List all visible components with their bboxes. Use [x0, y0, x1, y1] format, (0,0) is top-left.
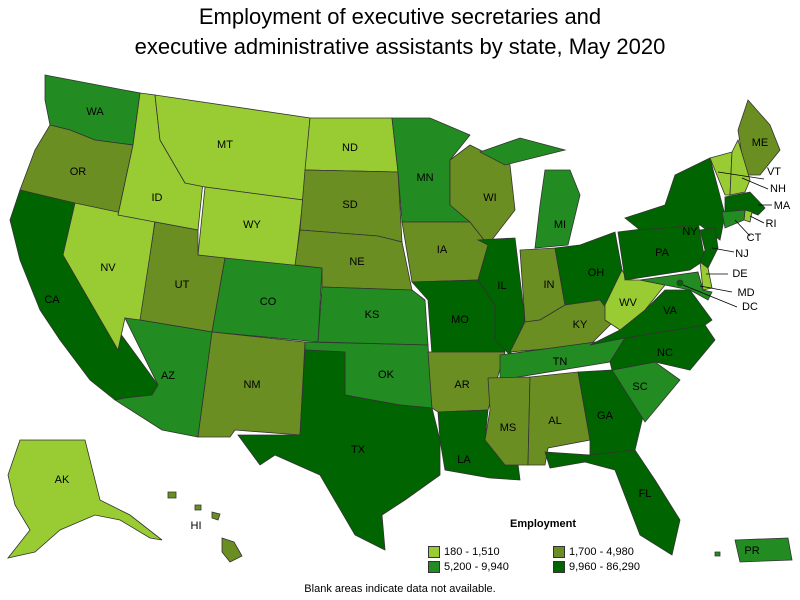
state-pr[interactable] — [714, 537, 793, 563]
title-line-2: executive administrative assistants by s… — [134, 34, 666, 59]
state-label-ia: IA — [437, 244, 448, 256]
state-label-in: IN — [544, 279, 555, 291]
state-label-ky: KY — [573, 319, 588, 331]
state-label-ks: KS — [365, 309, 380, 321]
state-label-ok: OK — [378, 369, 395, 381]
leader-md — [699, 285, 733, 293]
state-label-sd: SD — [342, 199, 357, 211]
state-dc[interactable] — [676, 279, 684, 287]
state-label-mn: MN — [416, 172, 433, 184]
state-label-ar: AR — [454, 379, 469, 391]
state-label-nd: ND — [342, 142, 358, 154]
state-label-tx: TX — [351, 444, 366, 456]
state-label-me: ME — [752, 137, 769, 149]
state-label-ne: NE — [349, 256, 364, 268]
state-label-id: ID — [152, 192, 163, 204]
state-fl[interactable] — [544, 449, 681, 556]
state-ak[interactable] — [6, 439, 163, 559]
legend-swatch — [553, 561, 565, 573]
leader-ri — [749, 215, 765, 224]
state-hi[interactable] — [167, 491, 243, 563]
state-label-la: LA — [457, 454, 471, 466]
state-label-wa: WA — [86, 106, 104, 118]
state-ks[interactable] — [317, 286, 429, 346]
state-label-va: VA — [663, 305, 678, 317]
state-label-wy: WY — [243, 219, 261, 231]
state-label-ri: RI — [766, 218, 777, 230]
leader-ct — [734, 219, 751, 237]
state-label-wi: WI — [483, 192, 496, 204]
state-mi[interactable] — [478, 137, 581, 249]
map-title: Employment of executive secretaries and … — [0, 2, 800, 62]
state-label-ms: MS — [500, 422, 517, 434]
state-label-sc: SC — [632, 381, 647, 393]
state-label-md: MD — [737, 287, 754, 299]
title-line-1: Employment of executive secretaries and — [198, 4, 602, 29]
state-nh[interactable] — [729, 138, 751, 196]
legend-item: 180 - 1,510 — [428, 546, 500, 558]
legend-item: 9,960 - 86,290 — [553, 561, 640, 573]
legend-swatch — [428, 546, 440, 558]
legend: Employment 180 - 1,510 1,700 - 4,980 5,2… — [428, 518, 668, 573]
state-label-nv: NV — [100, 262, 116, 274]
state-label-mi: MI — [554, 219, 566, 231]
state-label-ca: CA — [44, 294, 60, 306]
state-label-vt: VT — [767, 166, 781, 178]
state-label-ny: NY — [682, 226, 698, 238]
legend-item: 1,700 - 4,980 — [553, 546, 634, 558]
state-label-al: AL — [548, 415, 561, 427]
state-il[interactable] — [476, 237, 526, 356]
state-me[interactable] — [737, 99, 781, 176]
legend-title: Employment — [509, 518, 576, 530]
state-label-oh: OH — [588, 267, 605, 279]
state-label-nm: NM — [243, 379, 260, 391]
legend-swatch — [553, 546, 565, 558]
leader-vt — [717, 171, 765, 180]
legend-label: 180 - 1,510 — [444, 546, 500, 558]
state-label-ak: AK — [55, 474, 70, 486]
state-label-tn: TN — [553, 356, 568, 368]
state-label-nj: NJ — [735, 248, 748, 260]
state-label-mo: MO — [451, 314, 469, 326]
state-label-or: OR — [70, 166, 87, 178]
state-label-pr: PR — [744, 545, 759, 557]
legend-item: 5,200 - 9,940 — [428, 561, 509, 573]
state-label-mt: MT — [217, 139, 233, 151]
state-label-hi: HI — [191, 520, 202, 532]
state-label-ct: CT — [747, 232, 762, 244]
state-label-pa: PA — [655, 247, 670, 259]
state-label-wv: WV — [619, 297, 637, 309]
state-la[interactable] — [437, 409, 521, 481]
legend-swatch — [428, 561, 440, 573]
leader-nh — [741, 177, 769, 190]
leader-nj — [711, 247, 735, 253]
state-label-ut: UT — [175, 279, 190, 291]
footnote: Blank areas indicate data not available. — [304, 583, 496, 595]
state-label-de: DE — [732, 268, 747, 280]
state-label-nc: NC — [657, 347, 673, 359]
state-label-ma: MA — [774, 200, 791, 212]
state-label-il: IL — [497, 280, 506, 292]
state-label-fl: FL — [639, 488, 652, 500]
legend-label: 5,200 - 9,940 — [444, 561, 509, 573]
state-label-nh: NH — [770, 183, 786, 195]
state-ct[interactable] — [721, 209, 746, 229]
legend-label: 1,700 - 4,980 — [569, 546, 634, 558]
state-label-az: AZ — [161, 370, 175, 382]
state-label-dc: DC — [742, 301, 758, 313]
state-wi[interactable] — [449, 144, 516, 246]
state-label-ga: GA — [597, 410, 614, 422]
leader-dc — [682, 284, 738, 308]
legend-label: 9,960 - 86,290 — [569, 561, 640, 573]
state-label-co: CO — [260, 296, 277, 308]
state-tx[interactable] — [237, 349, 441, 551]
